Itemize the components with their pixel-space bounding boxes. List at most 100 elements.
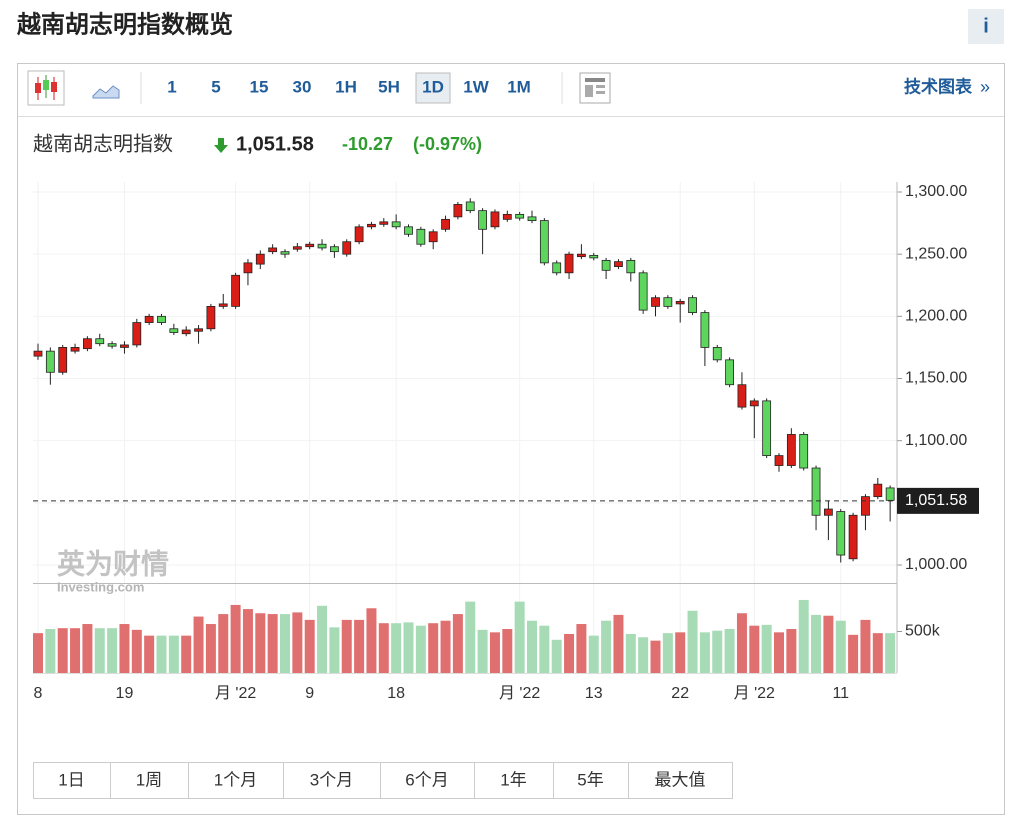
interval-button[interactable]: 1D (422, 77, 444, 96)
volume-bar (94, 628, 105, 673)
y-tick-label: 1,250.00 (905, 245, 967, 262)
y-tick-label: 1,000.00 (905, 556, 967, 573)
period-label: 1周 (136, 770, 162, 789)
candle-body (354, 226, 364, 243)
candle-body (589, 255, 599, 259)
candle-body (157, 315, 166, 323)
volume-bar (452, 614, 463, 673)
volume-bar (181, 635, 192, 673)
info-icon: i (983, 15, 989, 37)
candle-body (255, 253, 265, 265)
candle-body (206, 305, 216, 330)
volume-bar (242, 609, 253, 673)
volume-bar (539, 625, 550, 673)
candle-body (70, 347, 80, 352)
candle-body (848, 514, 858, 560)
candle-body (218, 303, 228, 307)
candle-body (268, 247, 278, 253)
candle-body (428, 231, 438, 243)
period-button[interactable] (283, 762, 381, 799)
interval-button[interactable]: 5 (211, 77, 220, 96)
interval-button[interactable]: 1W (463, 77, 489, 96)
volume-bar (848, 634, 859, 673)
candle-body (441, 218, 450, 230)
candle-body (292, 246, 302, 250)
candle-body (465, 201, 475, 212)
volume-bar (292, 612, 303, 673)
candle-body (404, 226, 413, 235)
x-tick-label: 18 (387, 685, 405, 702)
volume-bar (391, 623, 402, 673)
volume-bar (527, 620, 537, 673)
candle-body (107, 343, 117, 347)
volume-bar (687, 610, 698, 673)
period-label: 3个月 (310, 770, 353, 789)
volume-bar (168, 635, 179, 673)
volume-bar (675, 632, 686, 673)
candle-body (552, 262, 562, 274)
volume-bar (230, 604, 241, 673)
x-tick-label: 11 (832, 685, 849, 702)
interval-button[interactable]: 5H (378, 77, 400, 96)
interval-button[interactable]: 15 (250, 77, 269, 96)
volume-bar (761, 624, 772, 673)
interval-button[interactable]: 30 (293, 77, 312, 96)
period-button[interactable] (110, 762, 189, 799)
candle-body (194, 328, 203, 332)
watermark-site: Investing.com (57, 579, 144, 594)
down-arrow (214, 138, 228, 153)
period-label: 1日 (58, 770, 84, 789)
candle-body (33, 350, 43, 357)
period-label: 6个月 (405, 770, 448, 789)
x-tick-label: 月 '22 (215, 685, 256, 702)
period-button[interactable] (628, 762, 733, 799)
volume-bar (625, 633, 636, 673)
volume-bar (45, 629, 56, 673)
widget-frame (17, 63, 1005, 815)
candle-body (626, 259, 636, 274)
volume-bar (477, 629, 488, 673)
x-tick-label: 9 (305, 685, 314, 702)
candle-body (824, 508, 833, 516)
watermark-brand: 英为财情 (57, 548, 169, 579)
y-tick-label: 1,150.00 (905, 370, 967, 387)
volume-bar (749, 625, 760, 673)
volume-bar (774, 632, 784, 673)
x-tick-label: 月 '22 (499, 685, 540, 702)
candle-body (120, 344, 129, 348)
candle-icon[interactable] (27, 70, 65, 106)
advanced-chart-link[interactable]: 技术图表 (904, 76, 973, 96)
period-label: 最大值 (655, 770, 706, 789)
volume-bar (514, 601, 525, 673)
candle-body (601, 259, 611, 271)
period-button[interactable] (33, 762, 111, 799)
candle-body (231, 274, 241, 307)
candle-body (132, 322, 142, 346)
candle-body (712, 347, 722, 361)
y-tick-label: 1,100.00 (905, 432, 967, 449)
volume-bar (823, 615, 834, 673)
candle-body (181, 329, 191, 335)
volume-bar (144, 635, 155, 673)
interval-button[interactable]: 1M (507, 77, 531, 96)
candle-body (688, 297, 697, 314)
period-button[interactable] (188, 762, 284, 799)
x-tick-label: 月 '22 (734, 685, 775, 702)
volume-bar (736, 613, 747, 673)
period-button[interactable] (553, 762, 629, 799)
layout-icon[interactable] (579, 72, 611, 104)
candle-body (169, 328, 179, 333)
candle-body (305, 243, 315, 248)
candle-body (95, 338, 105, 345)
candle-body (749, 400, 759, 407)
volume-bar (835, 620, 846, 673)
line-icon[interactable] (92, 85, 120, 99)
more-arrow[interactable]: » (980, 77, 990, 97)
volume-bar (872, 633, 883, 673)
quote-name: 越南胡志明指数 (33, 132, 173, 155)
interval-button[interactable]: 1 (167, 77, 176, 96)
volume-bar (699, 632, 710, 673)
interval-button[interactable]: 1H (335, 77, 357, 96)
info-button[interactable] (968, 9, 1004, 44)
volume-bar (786, 629, 797, 673)
